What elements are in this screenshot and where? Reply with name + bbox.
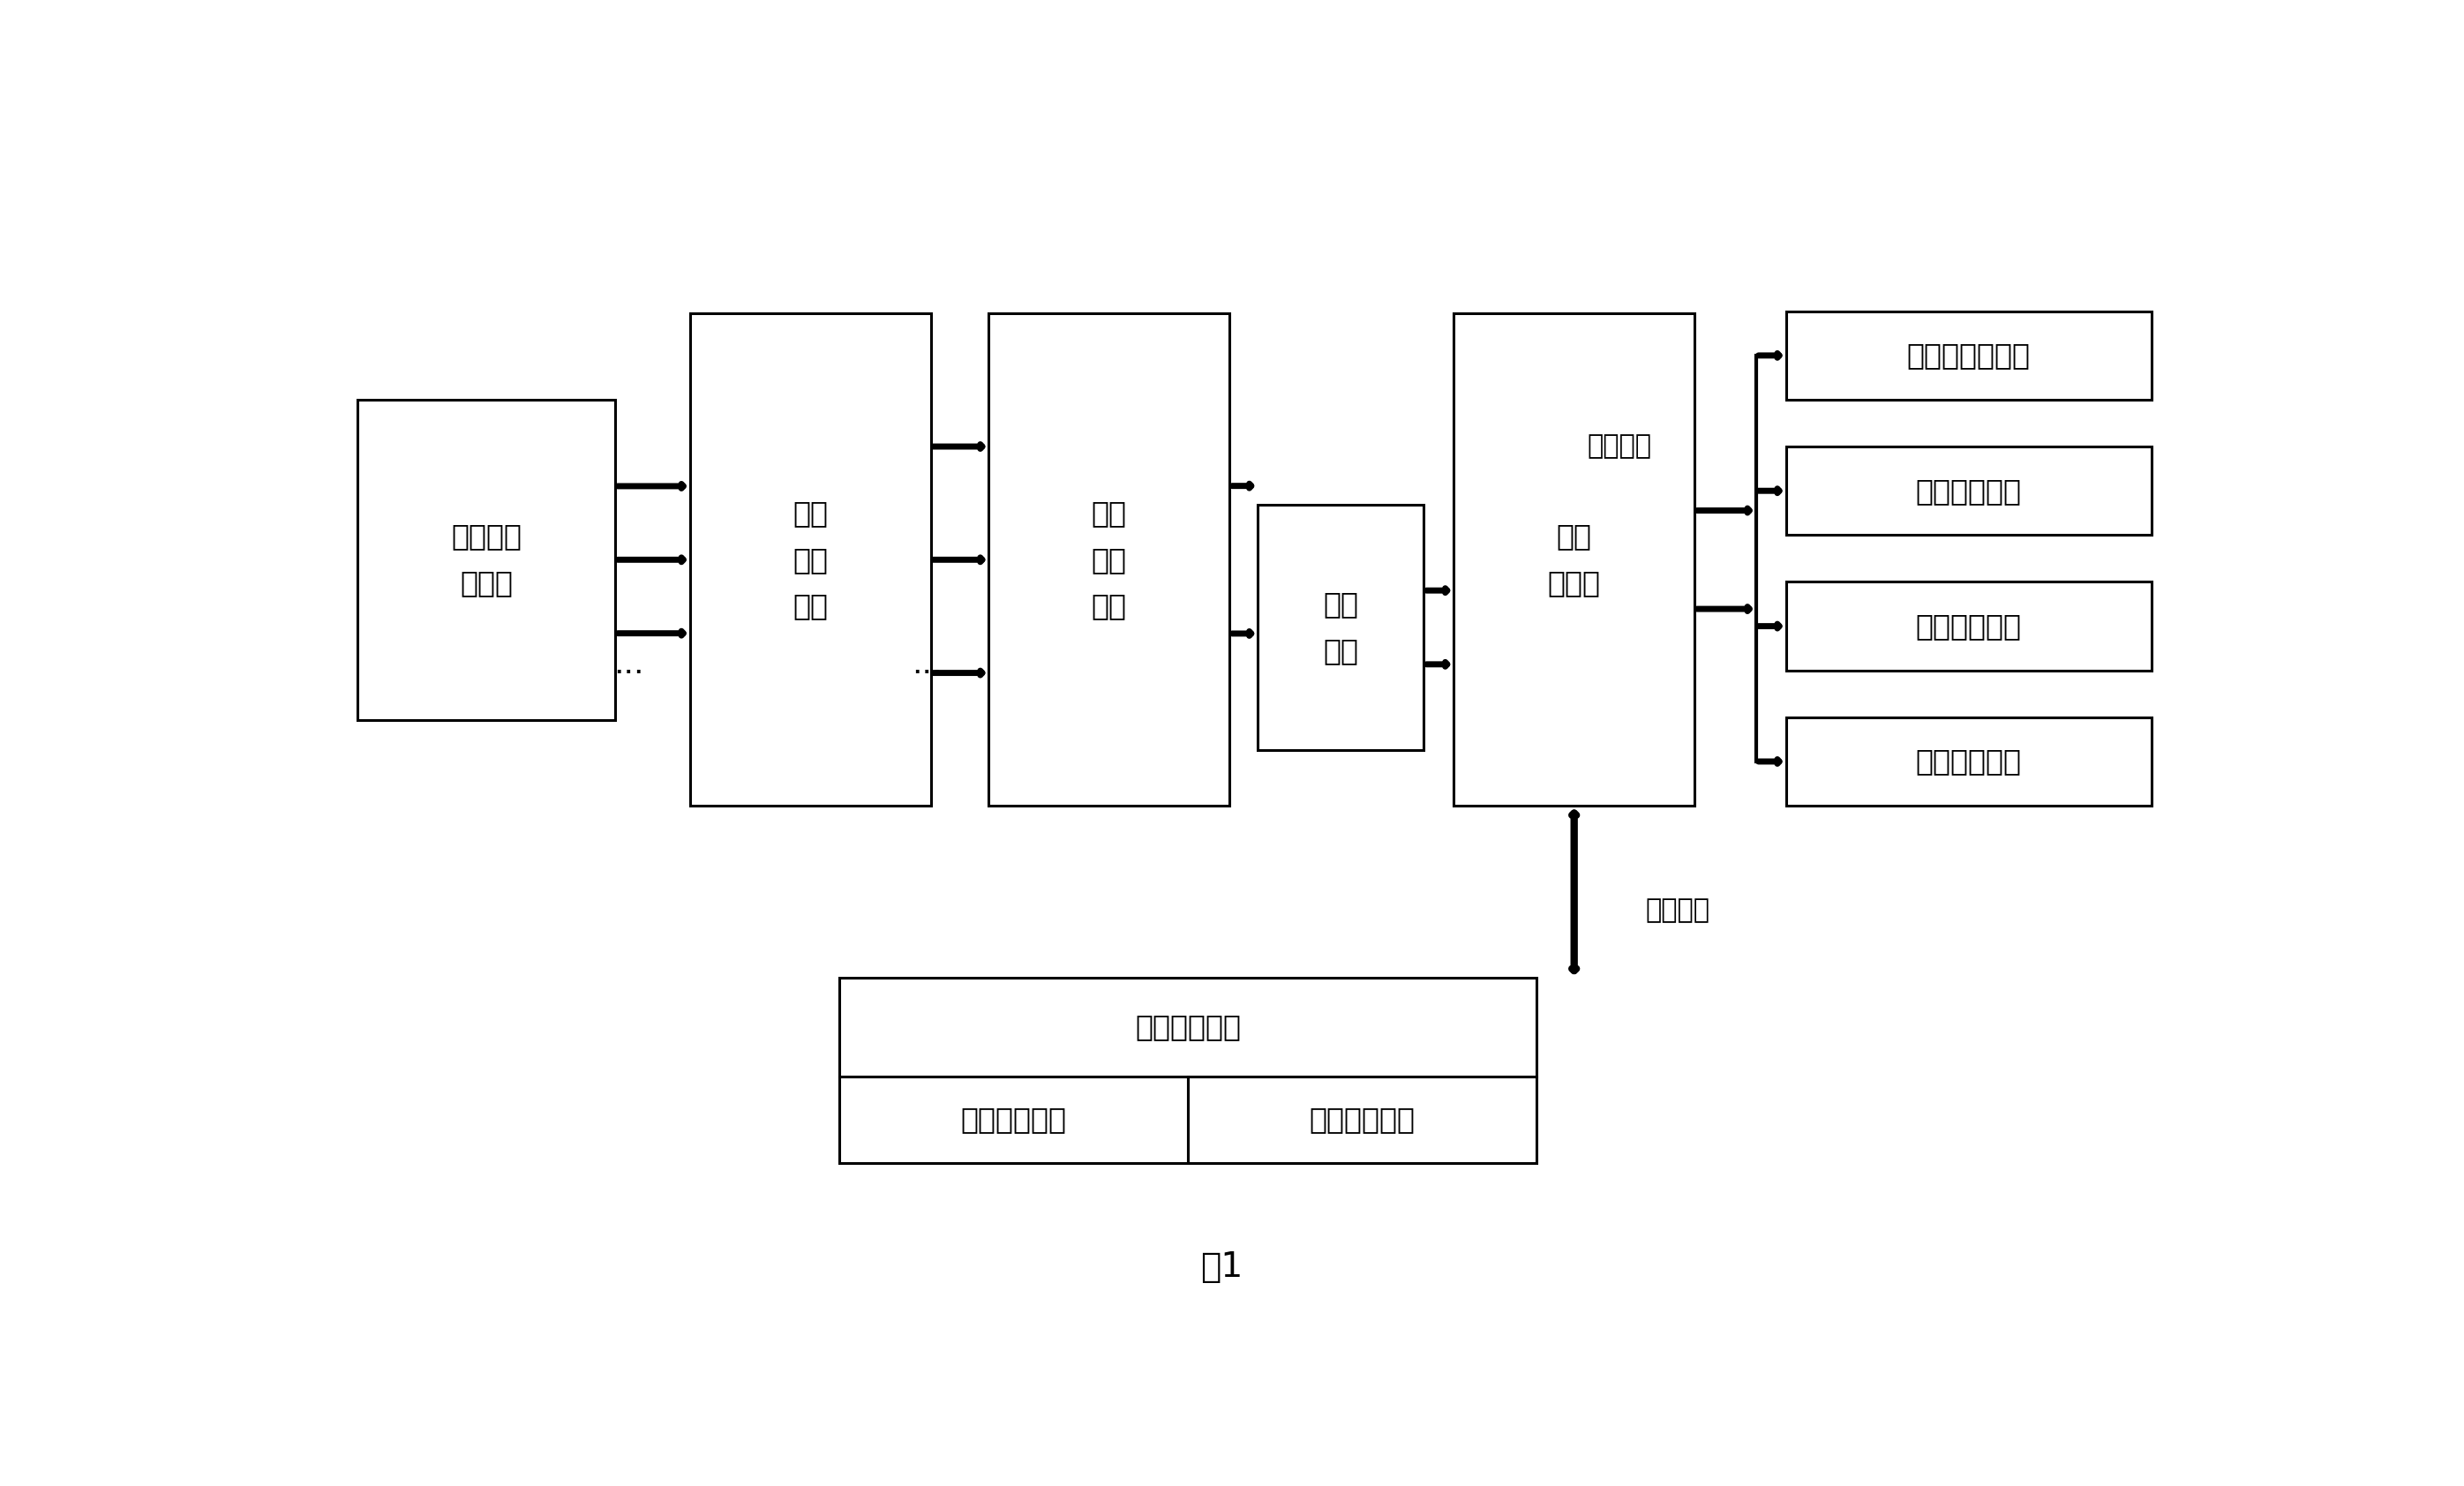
Text: ...: ... xyxy=(912,649,944,679)
Text: 显示波形、频谱: 显示波形、频谱 xyxy=(1907,340,2030,370)
Bar xyxy=(840,1076,1188,1162)
Bar xyxy=(840,978,1538,1076)
Bar xyxy=(690,314,931,805)
Text: 信号
调理
单元: 信号 调理 单元 xyxy=(793,499,828,621)
Bar xyxy=(1786,311,2151,400)
Bar xyxy=(988,314,1230,805)
Text: 信号处理单元: 信号处理单元 xyxy=(1136,1012,1242,1042)
Text: 软件开发平台: 软件开发平台 xyxy=(1308,1106,1414,1134)
Bar xyxy=(357,400,616,719)
Bar xyxy=(1257,504,1424,750)
Bar xyxy=(1454,314,1695,805)
Text: 信号检测算法: 信号检测算法 xyxy=(961,1106,1067,1134)
Text: 数据
接口: 数据 接口 xyxy=(1323,590,1358,666)
Text: 存储测量结果: 存储测量结果 xyxy=(1915,747,2020,776)
Bar xyxy=(1786,583,2151,670)
Text: 数据
采集
单元: 数据 采集 单元 xyxy=(1092,499,1126,621)
Text: ...: ... xyxy=(614,649,643,679)
Text: 记录存储波形: 记录存储波形 xyxy=(1915,612,2020,640)
Bar xyxy=(1188,1076,1538,1162)
Text: 微型
计算机: 微型 计算机 xyxy=(1547,522,1602,597)
Text: 图1: 图1 xyxy=(1200,1250,1242,1284)
Bar xyxy=(1786,718,2151,805)
Text: 数据总线: 数据总线 xyxy=(1587,434,1651,459)
Bar xyxy=(1786,446,2151,535)
Text: 传感器、
信号源: 传感器、 信号源 xyxy=(451,522,522,597)
Text: 显示测量结果: 显示测量结果 xyxy=(1915,477,2020,505)
Text: 数据总线: 数据总线 xyxy=(1646,898,1710,923)
